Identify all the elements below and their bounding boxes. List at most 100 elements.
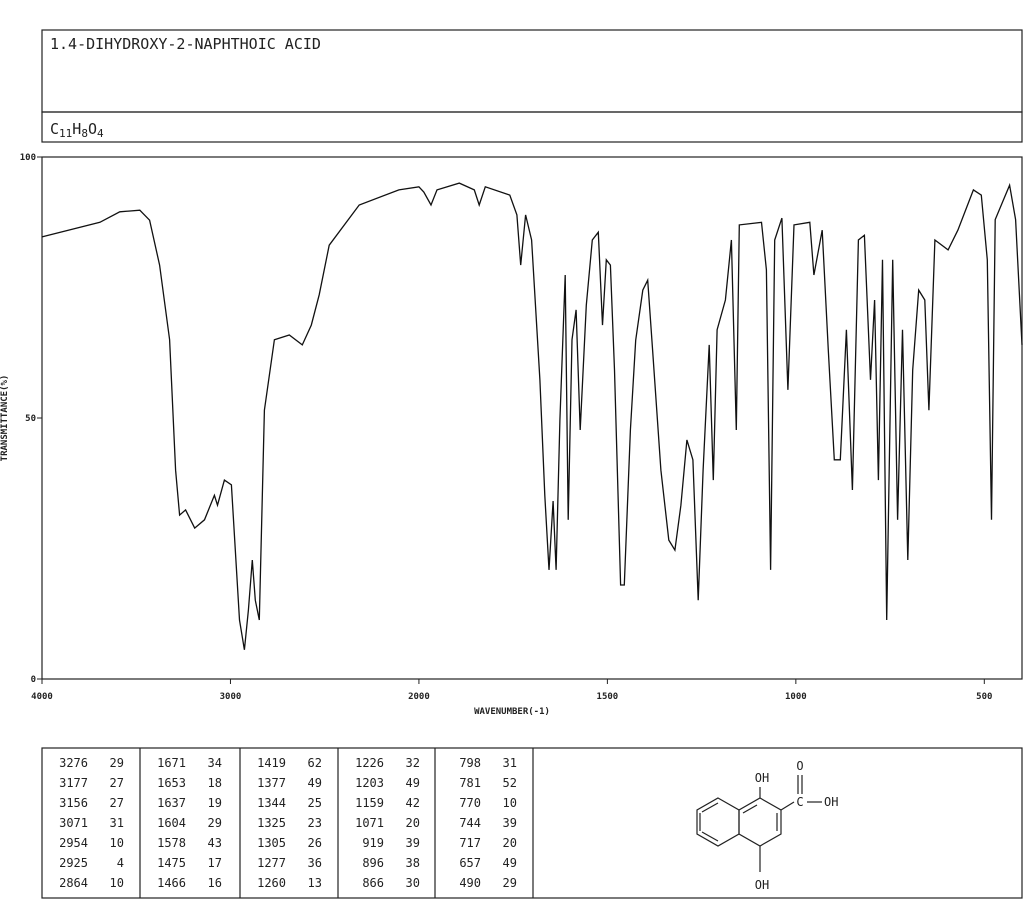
- peak-wavenumber: 744: [459, 816, 481, 830]
- peak-transmittance: 49: [406, 776, 420, 790]
- structure-label: OH: [755, 771, 769, 785]
- peak-wavenumber: 3071: [59, 816, 88, 830]
- peak-transmittance: 39: [503, 816, 517, 830]
- peak-wavenumber: 1159: [355, 796, 384, 810]
- peak-transmittance: 10: [110, 836, 124, 850]
- x-tick-label: 4000: [31, 692, 53, 702]
- peak-wavenumber: 1637: [157, 796, 186, 810]
- peak-transmittance: 13: [308, 876, 322, 890]
- peak-wavenumber: 1344: [257, 796, 286, 810]
- peak-transmittance: 49: [308, 776, 322, 790]
- peak-transmittance: 23: [308, 816, 322, 830]
- formula-subscript: 4: [97, 127, 104, 140]
- x-tick-label: 500: [976, 692, 992, 702]
- peak-transmittance: 27: [110, 776, 124, 790]
- peak-transmittance: 29: [208, 816, 222, 830]
- formula-element: H: [72, 120, 81, 138]
- peak-transmittance: 32: [406, 756, 420, 770]
- table-dividers: [139, 748, 534, 898]
- peak-wavenumber: 866: [362, 876, 384, 890]
- peak-transmittance: 26: [308, 836, 322, 850]
- compound-name: 1.4-DIHYDROXY-2-NAPHTHOIC ACID: [50, 35, 321, 53]
- peak-transmittance: 29: [110, 756, 124, 770]
- peak-transmittance: 34: [208, 756, 222, 770]
- peak-transmittance: 4: [117, 856, 124, 870]
- formula-subscript: 11: [59, 127, 72, 140]
- peak-transmittance: 30: [406, 876, 420, 890]
- peak-wavenumber: 1671: [157, 756, 186, 770]
- peak-transmittance: 29: [503, 876, 517, 890]
- peak-wavenumber: 1377: [257, 776, 286, 790]
- peak-transmittance: 25: [308, 796, 322, 810]
- peak-transmittance: 39: [406, 836, 420, 850]
- peak-wavenumber: 657: [459, 856, 481, 870]
- peak-transmittance: 36: [308, 856, 322, 870]
- formula-box: [41, 111, 1023, 143]
- peak-transmittance: 42: [406, 796, 420, 810]
- x-tick-label: 1000: [785, 692, 807, 702]
- peak-transmittance: 20: [503, 836, 517, 850]
- peak-transmittance: 52: [503, 776, 517, 790]
- peak-transmittance: 31: [503, 756, 517, 770]
- peak-wavenumber: 781: [459, 776, 481, 790]
- peak-transmittance: 31: [110, 816, 124, 830]
- structure-label: O: [796, 759, 803, 773]
- peak-wavenumber: 2864: [59, 876, 88, 890]
- peak-wavenumber: 798: [459, 756, 481, 770]
- y-tick-label: 0: [31, 675, 36, 685]
- peak-transmittance: 38: [406, 856, 420, 870]
- peak-wavenumber: 3276: [59, 756, 88, 770]
- structure-label: C: [796, 795, 803, 809]
- peak-wavenumber: 3177: [59, 776, 88, 790]
- compound-formula: C11H8O4: [50, 120, 104, 140]
- peak-transmittance: 18: [208, 776, 222, 790]
- peak-wavenumber: 770: [459, 796, 481, 810]
- peak-wavenumber: 1226: [355, 756, 384, 770]
- structure-label: OH: [755, 878, 769, 892]
- peak-transmittance: 19: [208, 796, 222, 810]
- peak-wavenumber: 1475: [157, 856, 186, 870]
- x-tick-label: 2000: [408, 692, 430, 702]
- peak-wavenumber: 1419: [257, 756, 286, 770]
- formula-element: O: [88, 120, 97, 138]
- peak-wavenumber: 1277: [257, 856, 286, 870]
- peak-wavenumber: 1466: [157, 876, 186, 890]
- structure-label: OH: [824, 795, 838, 809]
- peak-transmittance: 49: [503, 856, 517, 870]
- y-tick-label: 50: [25, 414, 36, 424]
- formula-element: C: [50, 120, 59, 138]
- peak-wavenumber: 1260: [257, 876, 286, 890]
- peak-transmittance: 27: [110, 796, 124, 810]
- peak-wavenumber: 1578: [157, 836, 186, 850]
- peak-transmittance: 10: [503, 796, 517, 810]
- peak-transmittance: 17: [208, 856, 222, 870]
- y-axis-label: TRANSMITTANCE(%): [0, 375, 10, 462]
- peak-wavenumber: 1325: [257, 816, 286, 830]
- peak-wavenumber: 1653: [157, 776, 186, 790]
- y-tick-label: 100: [20, 153, 36, 163]
- peak-transmittance: 10: [110, 876, 124, 890]
- peak-wavenumber: 1071: [355, 816, 384, 830]
- peak-wavenumber: 1604: [157, 816, 186, 830]
- peak-transmittance: 43: [208, 836, 222, 850]
- peak-transmittance: 16: [208, 876, 222, 890]
- peak-transmittance: 20: [406, 816, 420, 830]
- peak-transmittance: 62: [308, 756, 322, 770]
- peak-wavenumber: 717: [459, 836, 481, 850]
- formula-subscript: 8: [81, 127, 88, 140]
- peak-wavenumber: 919: [362, 836, 384, 850]
- x-tick-label: 1500: [597, 692, 619, 702]
- peak-wavenumber: 3156: [59, 796, 88, 810]
- peak-wavenumber: 896: [362, 856, 384, 870]
- plot-frame: [41, 156, 1023, 680]
- peak-wavenumber: 1203: [355, 776, 384, 790]
- peak-table-frame: [41, 747, 1023, 899]
- spectrum-line: [41, 182, 1023, 650]
- structure-bonds: [696, 775, 822, 872]
- x-tick-label: 3000: [220, 692, 242, 702]
- peak-wavenumber: 2954: [59, 836, 88, 850]
- x-axis-label: WAVENUMBER(-1): [474, 707, 550, 717]
- peak-wavenumber: 1305: [257, 836, 286, 850]
